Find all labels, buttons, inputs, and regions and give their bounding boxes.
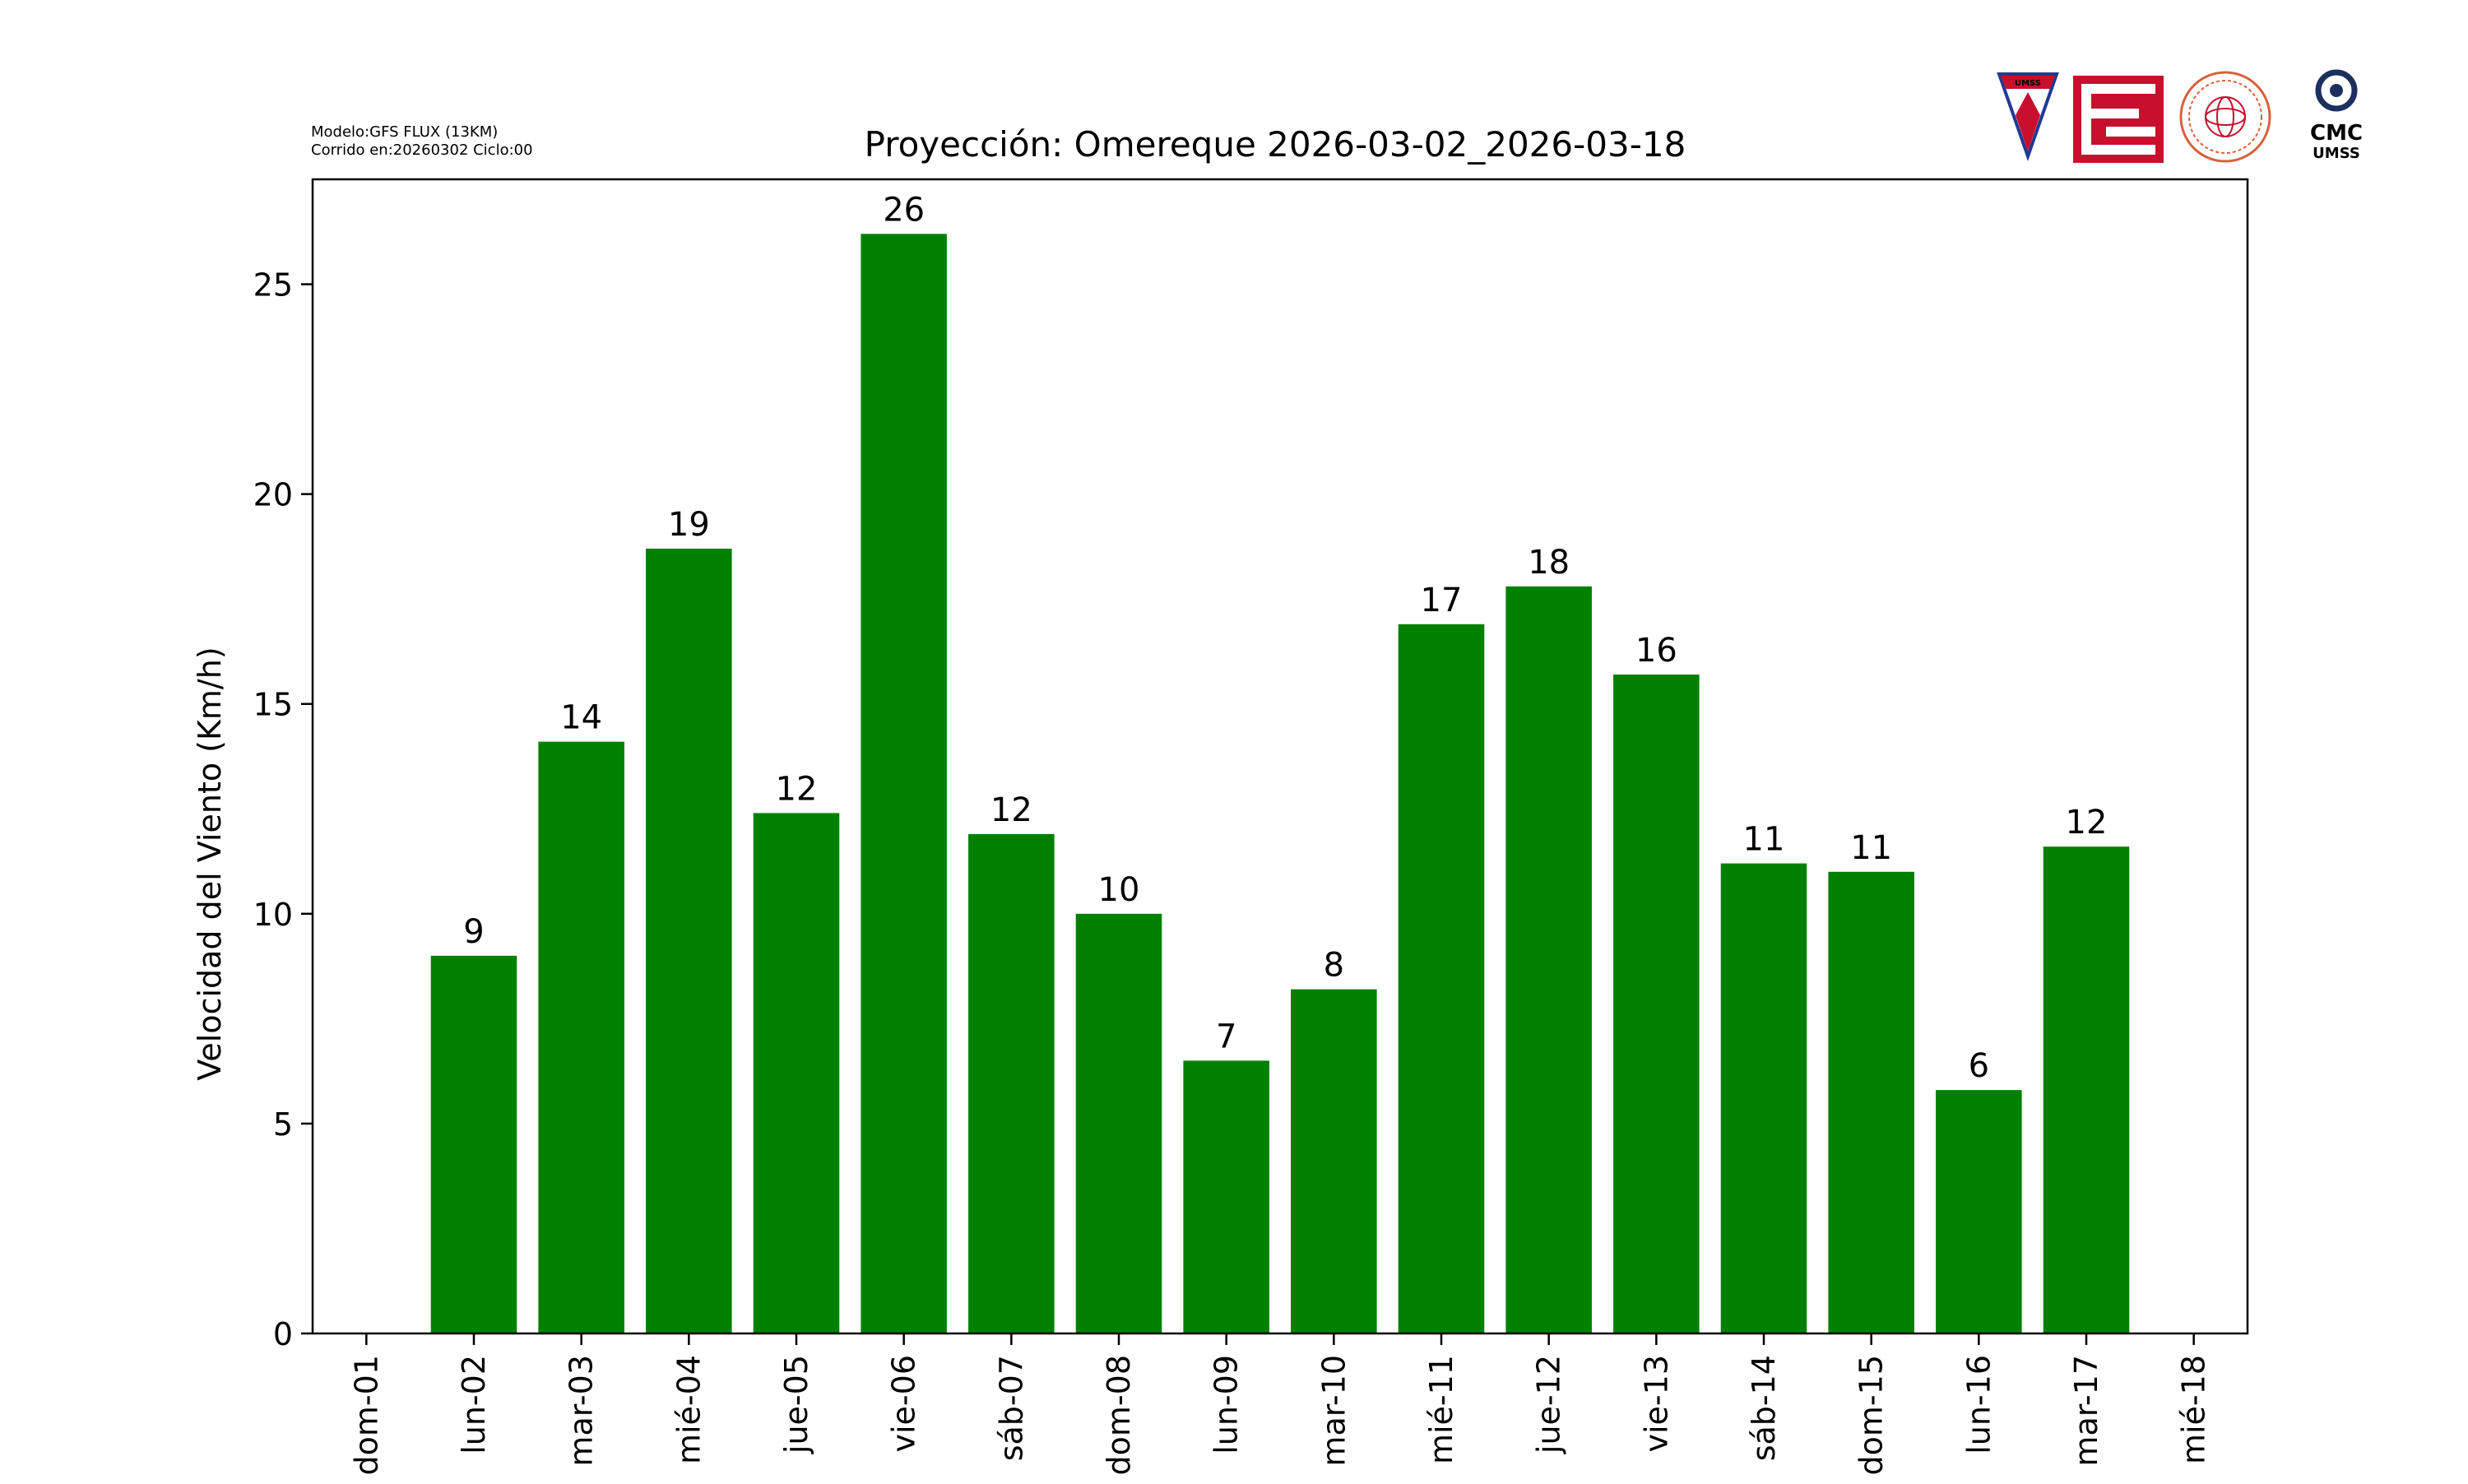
bar-value-label: 18 (1528, 544, 1570, 582)
logos: UMSS CMC UMSS (1997, 69, 2363, 163)
y-tick-label: 10 (253, 897, 293, 933)
bar-value-label: 12 (990, 791, 1032, 829)
x-tick-label: dom-01 (348, 1355, 384, 1475)
bar-vie-13 (1613, 675, 1700, 1333)
bar-sáb-07 (968, 833, 1055, 1333)
bar-mar-03 (538, 741, 624, 1333)
x-tick-label: mié-18 (2176, 1355, 2212, 1464)
bar-value-label: 10 (1098, 871, 1140, 909)
umss-shield-text: UMSS (2015, 79, 2041, 88)
bar-mié-04 (646, 548, 732, 1333)
model-info: Modelo:GFS FLUX (13KM) Corrido en:202603… (311, 123, 533, 160)
bar-mar-10 (1291, 989, 1377, 1333)
x-tick-label: vie-13 (1638, 1355, 1674, 1453)
engineering-logo (2073, 76, 2164, 163)
x-tick-label: mié-11 (1423, 1355, 1459, 1464)
bar-labels-group: 9 14 19 12 26 12 10 7 8 17 18 16 11 11 6 12 (463, 191, 2107, 1085)
bar-lun-09 (1183, 1060, 1269, 1333)
y-axis-label: Velocidad del Viento (Km/h) (192, 647, 228, 1080)
bar-sáb-14 (1720, 863, 1807, 1333)
bars-group (430, 234, 2130, 1334)
bar-mar-17 (2043, 846, 2130, 1333)
x-tick-label: dom-08 (1101, 1355, 1137, 1475)
y-tick-label: 15 (253, 687, 293, 723)
plot-frame (311, 178, 2249, 1335)
y-axis: 0 5 10 15 20 25 (253, 267, 313, 1352)
umss-shield-logo: UMSS (1997, 72, 2059, 162)
bar-value-label: 12 (2066, 804, 2108, 842)
bar-jue-05 (753, 813, 840, 1333)
bar-dom-08 (1075, 913, 1162, 1333)
cmc-logo-subtext: UMSS (2313, 145, 2360, 162)
y-tick-label: 0 (273, 1316, 293, 1352)
chart-title: Proyección: Omereque 2026-03-02_2026-03-… (865, 124, 1686, 165)
x-tick-label: jue-05 (778, 1355, 814, 1454)
bar-value-label: 8 (1324, 947, 1344, 985)
cmc-umss-logo: CMC UMSS (2310, 69, 2363, 162)
x-tick-label: lun-02 (456, 1355, 492, 1454)
bar-value-label: 11 (1850, 829, 1892, 867)
cmc-logo-text: CMC (2310, 121, 2363, 146)
bar-value-label: 19 (668, 506, 710, 544)
bar-value-label: 7 (1216, 1018, 1236, 1055)
x-tick-label: lun-16 (1960, 1355, 1997, 1454)
bar-value-label: 12 (776, 770, 818, 808)
bar-value-label: 6 (1969, 1047, 1989, 1085)
y-tick-label: 25 (253, 267, 293, 304)
x-tick-label: dom-15 (1853, 1355, 1890, 1475)
y-tick-label: 20 (253, 477, 293, 513)
y-tick-label: 5 (273, 1106, 293, 1143)
x-tick-label: mar-03 (564, 1355, 600, 1467)
run-line: Corrido en:20260302 Ciclo:00 (311, 141, 533, 159)
bar-value-label: 16 (1635, 632, 1677, 670)
bar-value-label: 11 (1743, 821, 1785, 859)
bar-value-label: 9 (463, 913, 484, 951)
bar-jue-12 (1505, 586, 1592, 1333)
bar-dom-15 (1828, 871, 1914, 1333)
bar-value-label: 17 (1421, 582, 1463, 619)
x-axis: dom-01 lun-02 mar-03 mié-04 jue-05 vie-06 sáb-… (348, 1333, 2212, 1475)
x-tick-label: mié-04 (670, 1355, 707, 1464)
bar-value-label: 26 (883, 191, 925, 229)
model-line: Modelo:GFS FLUX (13KM) (311, 123, 499, 141)
x-tick-label: vie-06 (886, 1355, 922, 1453)
x-tick-label: sáb-07 (993, 1355, 1029, 1461)
x-tick-label: mar-17 (2068, 1355, 2104, 1467)
x-tick-label: lun-09 (1208, 1355, 1245, 1454)
bar-vie-06 (861, 234, 947, 1334)
x-tick-label: sáb-14 (1746, 1355, 1782, 1461)
x-tick-label: mar-10 (1315, 1355, 1352, 1467)
bar-lun-16 (1936, 1090, 2022, 1333)
bar-mié-11 (1398, 624, 1485, 1333)
physics-department-seal-logo (2179, 71, 2271, 163)
x-tick-label: jue-12 (1531, 1355, 1567, 1454)
bar-lun-02 (430, 955, 517, 1333)
bar-value-label: 14 (560, 699, 602, 737)
